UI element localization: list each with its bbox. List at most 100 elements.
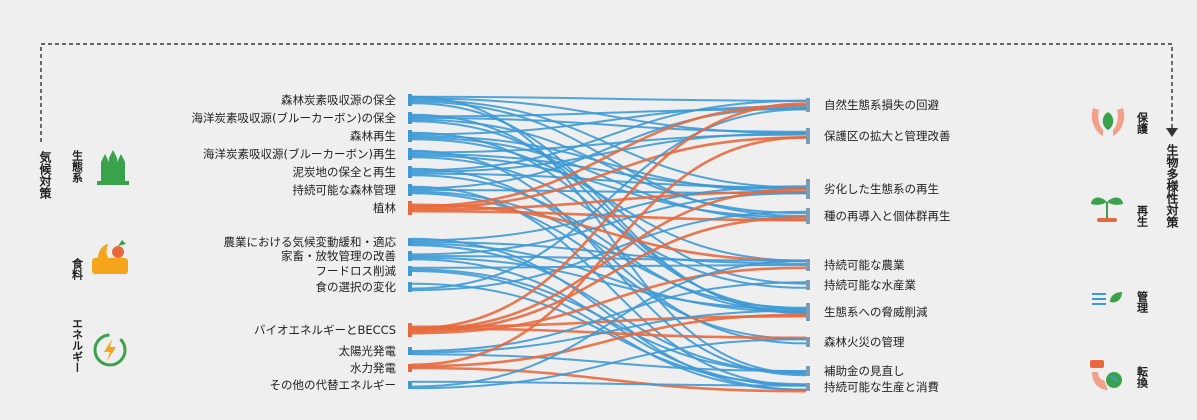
left-node-bar xyxy=(408,130,412,142)
left-node-bar xyxy=(408,166,412,178)
right-node-bar xyxy=(806,337,810,347)
right-node-list: 自然生態系損失の回避保護区の拡大と管理改善劣化した生態系の再生種の再導入と個体群… xyxy=(806,98,951,394)
flow-link xyxy=(411,256,807,311)
energy-cycle-icon xyxy=(93,333,127,367)
category-food-label: 食料 xyxy=(71,257,84,281)
flow-link xyxy=(411,102,807,330)
left-node-label: 海洋炭素吸収源(ブルーカーボン)再生 xyxy=(203,147,396,161)
right-node-label: 保護区の拡大と管理改善 xyxy=(824,129,951,143)
category-manage-label: 管理 xyxy=(1136,290,1149,313)
right-node-bar xyxy=(806,383,810,391)
flow-link xyxy=(411,99,807,172)
flow-link xyxy=(411,95,807,102)
right-node-bar xyxy=(806,208,810,224)
right-node-bar xyxy=(806,303,810,321)
left-node-label: 食の選択の変化 xyxy=(316,280,397,294)
left-node-label: 森林再生 xyxy=(350,129,396,143)
flow-links xyxy=(411,95,807,393)
flow-link xyxy=(411,353,807,372)
left-node-label: 農業における気候変動緩和・適応 xyxy=(224,235,397,249)
flow-link xyxy=(411,380,807,387)
flow-link xyxy=(411,313,807,368)
flow-link xyxy=(411,185,807,242)
sprout-icon xyxy=(1091,197,1123,222)
flow-link xyxy=(411,327,807,340)
left-node-label: 水力発電 xyxy=(350,361,396,375)
category-restore-label: 再生 xyxy=(1136,205,1149,228)
right-node-label: 補助金の見直し xyxy=(824,364,905,378)
flow-link xyxy=(411,103,807,208)
flow-link xyxy=(411,100,807,217)
left-node-bar xyxy=(408,381,412,389)
left-node-list: 森林炭素吸収源の保全海洋炭素吸収源(ブルーカーボン)の保全森林再生海洋炭素吸収源… xyxy=(192,93,412,392)
right-node-label: 持続可能な生産と消費 xyxy=(824,380,939,394)
right-node-label: 森林火災の管理 xyxy=(824,335,905,349)
left-node-bar xyxy=(408,282,412,292)
flow-link xyxy=(411,259,807,388)
right-group-label: 生物多様性対策 xyxy=(1165,143,1179,229)
flow-link xyxy=(411,270,807,391)
category-protect-label: 保護 xyxy=(1136,111,1150,135)
flow-link xyxy=(411,154,807,219)
flow-link xyxy=(411,108,807,290)
hand-globe-icon xyxy=(1090,360,1122,390)
crop-basket-icon xyxy=(92,240,128,274)
flow-link xyxy=(411,264,807,269)
right-node-bar xyxy=(806,128,810,144)
flow-link xyxy=(411,366,807,393)
left-node-bar xyxy=(408,112,412,124)
right-node-bar xyxy=(806,366,810,376)
flow-link xyxy=(411,131,807,311)
flow-link xyxy=(411,149,807,377)
flow-link xyxy=(411,237,807,391)
right-node-bar xyxy=(806,259,810,271)
left-node-bar xyxy=(408,238,412,246)
left-node-bar xyxy=(408,347,412,355)
left-node-label: 持続可能な森林管理 xyxy=(293,183,397,197)
right-node-label: 生態系への脅威削減 xyxy=(824,305,928,319)
flow-link xyxy=(411,185,807,387)
right-node-bar xyxy=(806,98,810,112)
left-node-bar xyxy=(408,323,412,337)
dashed-bracket xyxy=(40,43,1173,142)
left-node-label: 泥炭地の保全と再生 xyxy=(293,165,397,179)
right-node-label: 持続可能な水産業 xyxy=(824,278,916,292)
right-node-label: 劣化した生態系の再生 xyxy=(824,182,939,196)
left-node-label: 家畜・放牧管理の改善 xyxy=(281,249,396,263)
left-node-label: 太陽光発電 xyxy=(339,344,397,358)
flow-link xyxy=(411,338,807,390)
category-transform-label: 転換 xyxy=(1136,365,1149,389)
right-node-bar xyxy=(806,179,810,199)
left-node-bar xyxy=(408,148,412,160)
hands-leaf-icon xyxy=(1091,108,1125,136)
left-node-label: フードロス削減 xyxy=(316,264,397,278)
right-node-label: 持続可能な農業 xyxy=(824,258,905,272)
water-leaf-icon xyxy=(1092,292,1122,305)
right-node-label: 種の再導入と個体群再生 xyxy=(824,209,951,223)
flow-link xyxy=(411,174,807,313)
flow-link xyxy=(411,203,807,263)
flow-link xyxy=(411,105,807,136)
flow-link xyxy=(411,172,807,189)
right-node-label: 自然生態系損失の回避 xyxy=(824,98,939,112)
left-node-bar xyxy=(408,94,412,106)
left-node-bar xyxy=(408,184,412,196)
left-node-label: バイオエネルギーとBECCS xyxy=(254,323,396,337)
flow-link xyxy=(411,132,807,173)
flow-link xyxy=(411,120,807,285)
flow-link xyxy=(411,136,807,210)
flow-link xyxy=(411,117,807,133)
flow-link xyxy=(411,187,807,332)
left-node-label: 森林炭素吸収源の保全 xyxy=(281,93,396,107)
category-energy-label: エネルギー xyxy=(71,318,84,373)
left-group-label: 気候対策 xyxy=(38,150,52,200)
left-node-label: 海洋炭素吸収源(ブルーカーボン)の保全 xyxy=(192,111,397,125)
right-node-bar xyxy=(806,280,810,290)
left-node-bar xyxy=(408,266,412,276)
left-node-bar xyxy=(408,201,412,215)
flow-link xyxy=(411,281,807,352)
left-node-label: その他の代替エネルギー xyxy=(270,378,397,392)
left-node-bar xyxy=(408,364,412,372)
flow-link xyxy=(411,136,807,367)
